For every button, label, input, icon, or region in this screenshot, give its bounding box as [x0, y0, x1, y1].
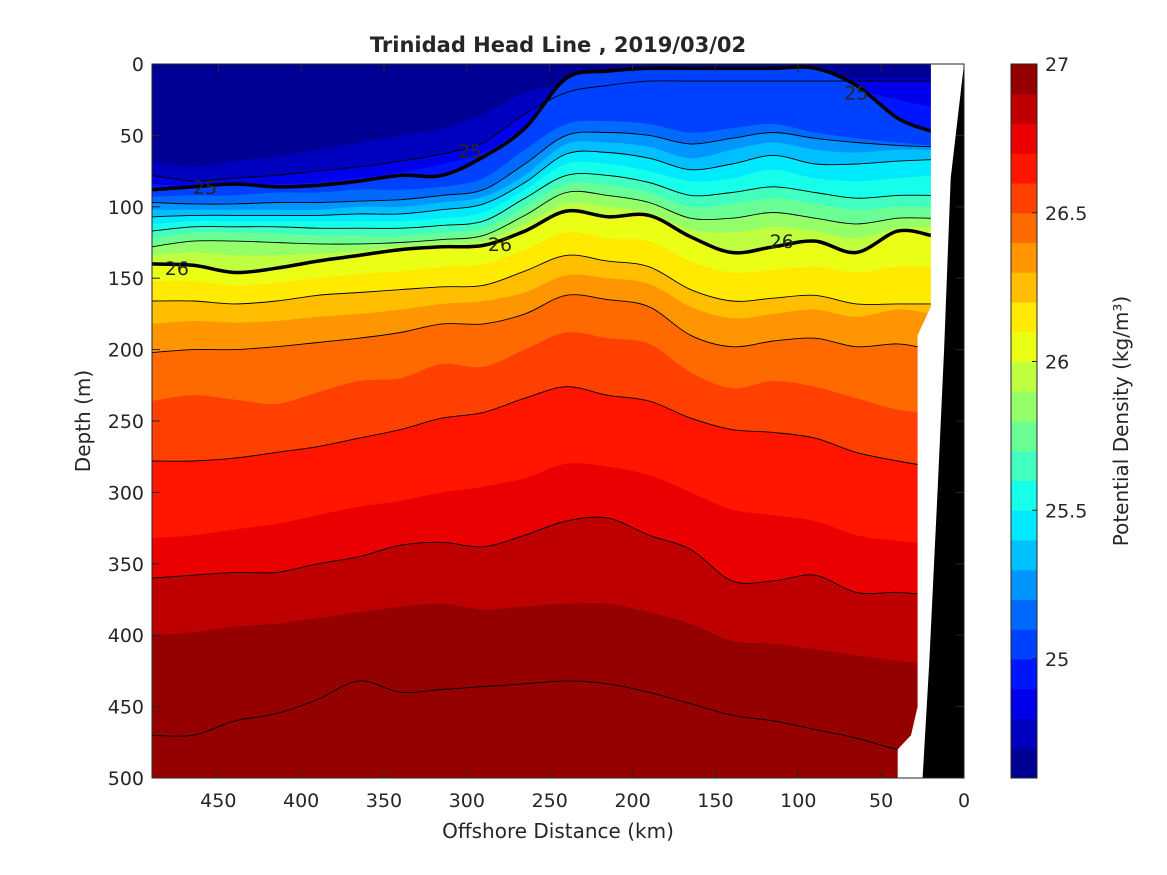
colorbar-segment — [1011, 629, 1037, 660]
isopycnal-contour-bold — [152, 208, 932, 275]
density-band — [152, 680, 964, 778]
colorbar — [1011, 64, 1037, 779]
x-tick-label: 300 — [449, 790, 485, 812]
isopycnal-contour — [152, 131, 931, 205]
x-axis-ticks: 450 400 350 300 250 200 150 100 50 0 — [200, 64, 970, 812]
contour-label: 26 — [165, 258, 189, 280]
y-tick-label: 250 — [108, 411, 144, 433]
x-tick-label: 450 — [200, 790, 236, 812]
y-tick-label: 0 — [132, 54, 144, 76]
colorbar-segment — [1011, 361, 1037, 392]
y-tick-label: 450 — [108, 697, 144, 719]
y-axis-ticks: 0 50 100 150 200 250 300 350 400 450 500 — [108, 54, 964, 790]
colorbar-segment — [1011, 748, 1037, 779]
colorbar-segment — [1011, 480, 1037, 511]
colorbar-ticks: 25 25.5 26 26.5 27 — [1032, 54, 1087, 671]
y-tick-label: 200 — [108, 340, 144, 362]
plot-area: 25 25 25 26 26 26 — [152, 64, 964, 778]
no-data-mask — [897, 64, 964, 778]
colorbar-tick-label: 27 — [1045, 54, 1069, 76]
colorbar-segment — [1011, 540, 1037, 571]
y-tick-label: 350 — [108, 554, 144, 576]
colorbar-segment — [1011, 153, 1037, 184]
colorbar-box — [1010, 63, 1038, 779]
x-tick-label: 100 — [780, 790, 816, 812]
contour-label: 26 — [488, 234, 512, 256]
x-tick-label: 350 — [366, 790, 402, 812]
isopycnal-contour — [152, 150, 931, 218]
isopycnal-contours — [152, 65, 932, 753]
colorbar-segment — [1011, 569, 1037, 600]
y-tick-label: 100 — [108, 197, 144, 219]
isopycnal-contour — [152, 680, 931, 753]
isopycnal-contour — [152, 172, 931, 232]
x-tick-label: 150 — [697, 790, 733, 812]
colorbar-segment — [1011, 242, 1037, 273]
colorbar-segment — [1011, 64, 1037, 95]
x-tick-label: 0 — [958, 790, 970, 812]
x-tick-label: 250 — [532, 790, 568, 812]
colorbar-segment — [1011, 183, 1037, 214]
colorbar-segment — [1011, 718, 1037, 749]
colorbar-segment — [1011, 421, 1037, 452]
colorbar-segment — [1011, 391, 1037, 422]
colorbar-segment — [1011, 599, 1037, 630]
contour-labels: 25 25 25 26 26 26 — [165, 83, 869, 281]
y-tick-label: 500 — [108, 768, 144, 790]
contour-label: 25 — [844, 83, 868, 105]
x-tick-label: 400 — [283, 790, 319, 812]
colorbar-segment — [1011, 450, 1037, 481]
isopycnal-contour-bold — [152, 65, 932, 192]
colorbar-segment — [1011, 212, 1037, 243]
density-fills — [152, 64, 964, 778]
x-tick-label: 50 — [869, 790, 893, 812]
colorbar-segment — [1011, 93, 1037, 124]
chart-title: Trinidad Head Line , 2019/03/02 — [370, 33, 746, 57]
colorbar-segment — [1011, 302, 1037, 333]
y-tick-label: 50 — [120, 125, 144, 147]
y-tick-label: 400 — [108, 625, 144, 647]
colorbar-segment — [1011, 272, 1037, 303]
contour-label: 25 — [193, 177, 217, 199]
colorbar-tick-label: 26.5 — [1045, 203, 1087, 225]
colorbar-segment — [1011, 659, 1037, 690]
colorbar-tick-label: 25.5 — [1045, 500, 1087, 522]
colorbar-label: Potential Density (kg/m³) — [1109, 296, 1133, 547]
colorbar-segment — [1011, 123, 1037, 154]
x-tick-label: 200 — [614, 790, 650, 812]
colorbar-tick-label: 25 — [1045, 649, 1069, 671]
colorbar-segment — [1011, 510, 1037, 541]
y-tick-label: 150 — [108, 268, 144, 290]
isopycnal-contour — [152, 386, 931, 468]
isopycnal-contour — [152, 190, 931, 248]
contour-label: 25 — [458, 141, 482, 163]
colorbar-tick-label: 26 — [1045, 352, 1069, 374]
colorbar-segment — [1011, 331, 1037, 362]
seafloor — [922, 64, 964, 778]
y-axis-label: Depth (m) — [71, 370, 95, 472]
isopycnal-contour — [152, 254, 931, 305]
contour-label: 26 — [770, 231, 794, 253]
isopycnal-contour — [152, 516, 931, 596]
x-axis-label: Offshore Distance (km) — [442, 819, 674, 843]
y-tick-label: 300 — [108, 482, 144, 504]
isopycnal-contour — [152, 294, 931, 353]
colorbar-segment — [1011, 688, 1037, 719]
